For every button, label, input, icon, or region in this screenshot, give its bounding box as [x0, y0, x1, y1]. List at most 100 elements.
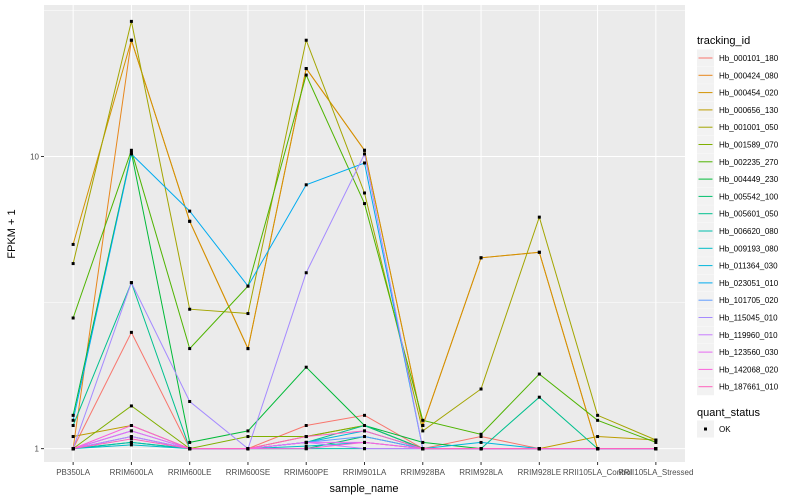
- data-point: [363, 202, 366, 206]
- legend-item: Hb_002235_270: [697, 153, 779, 171]
- data-point: [363, 161, 366, 165]
- data-point: [304, 73, 308, 77]
- data-point: [537, 447, 541, 451]
- data-point: [71, 242, 75, 246]
- legend-label: Hb_187661_010: [719, 383, 779, 392]
- legend-label: Hb_023051_010: [719, 279, 779, 288]
- data-point: [363, 413, 366, 417]
- series-points: [71, 19, 658, 451]
- x-tick-label: RRII105LA_Stressed: [618, 468, 693, 477]
- legend-label: Hb_001589_070: [719, 141, 779, 150]
- legend-item: Hb_101705_020: [697, 291, 779, 309]
- data-point: [304, 440, 308, 444]
- data-point: [363, 440, 366, 444]
- data-point: [537, 372, 541, 376]
- data-point: [421, 447, 425, 451]
- shape-legend-item: OK: [697, 420, 731, 438]
- data-point: [596, 413, 600, 417]
- data-point: [188, 209, 192, 213]
- legend-item: Hb_009193_080: [697, 239, 779, 257]
- legend-item: Hb_000656_130: [697, 101, 779, 119]
- data-point: [304, 447, 308, 451]
- legend-item: Hb_115045_010: [697, 309, 778, 326]
- y-tick-label: 1: [35, 445, 40, 454]
- x-tick-label: RRIM600LE: [168, 468, 212, 477]
- data-point: [363, 435, 366, 439]
- data-point: [421, 423, 425, 427]
- data-point: [421, 418, 425, 422]
- data-point: [304, 183, 308, 187]
- x-tick-label: RRIM600PE: [284, 468, 328, 477]
- x-tick-label: RRIM600LA: [110, 468, 154, 477]
- legend-label: Hb_005542_100: [719, 192, 779, 201]
- data-point: [129, 443, 133, 447]
- x-tick-label: RRIM928LE: [518, 468, 562, 477]
- x-axis-title: sample_name: [329, 483, 398, 495]
- data-point: [71, 316, 75, 320]
- legend-item: Hb_006620_080: [697, 222, 779, 240]
- data-point: [363, 429, 366, 433]
- data-point: [421, 440, 425, 444]
- legend-label: Hb_123560_030: [719, 348, 779, 357]
- color-legend-items: Hb_000101_180 Hb_000424_080 Hb_000454_020 H…: [697, 49, 779, 396]
- y-axis: 1 10: [30, 152, 44, 454]
- data-point: [304, 271, 308, 275]
- data-point: [188, 219, 192, 223]
- data-point: [537, 215, 541, 219]
- legend-item: Hb_001589_070: [697, 136, 779, 153]
- legend-item: Hb_005601_050: [697, 205, 779, 223]
- data-point: [246, 284, 250, 288]
- legend: tracking_id Hb_000101_180Hb_000424_080Hb…: [697, 35, 779, 438]
- data-point: [246, 447, 250, 451]
- data-point: [363, 148, 366, 152]
- x-axis: PB350LA RRIM600LA RRIM600LE RRIM600SE RRIM60…: [56, 462, 693, 477]
- legend-label: OK: [719, 425, 731, 434]
- data-point: [129, 404, 133, 408]
- data-point: [479, 447, 483, 451]
- data-point: [129, 152, 133, 156]
- legend-item: Hb_005542_100: [697, 187, 779, 205]
- data-point: [246, 312, 250, 316]
- legend-label: Hb_011364_030: [719, 262, 778, 271]
- data-point: [304, 423, 308, 427]
- data-point: [363, 152, 366, 156]
- data-point: [129, 330, 133, 334]
- legend-label: Hb_000656_130: [719, 106, 779, 115]
- y-tick-label: 10: [30, 152, 39, 161]
- legend-label: Hb_101705_020: [719, 296, 779, 305]
- data-point: [596, 418, 600, 422]
- data-point: [479, 256, 483, 260]
- data-point: [188, 307, 192, 311]
- data-point: [71, 413, 75, 417]
- legend-label: Hb_000101_180: [719, 54, 779, 63]
- data-point: [246, 429, 250, 433]
- x-tick-label: PB350LA: [56, 468, 90, 477]
- data-point: [129, 148, 133, 152]
- legend-label: Hb_002235_270: [719, 158, 779, 167]
- data-point: [188, 440, 192, 444]
- legend-label: Hb_119960_010: [719, 331, 778, 340]
- data-point: [71, 435, 75, 439]
- data-point: [304, 67, 308, 71]
- data-point: [188, 347, 192, 351]
- legend-label: Hb_009193_080: [719, 244, 779, 253]
- y-axis-title: FPKM + 1: [6, 209, 18, 258]
- legend-label: Hb_004449_230: [719, 175, 779, 184]
- data-point: [304, 38, 308, 42]
- x-tick-label: RRIM901LA: [343, 468, 387, 477]
- data-point: [304, 365, 308, 369]
- legend-item: Hb_023051_010: [697, 274, 779, 292]
- data-point: [129, 437, 133, 441]
- legend-item: Hb_000101_180: [697, 49, 779, 67]
- legend-item: Hb_123560_030: [697, 343, 779, 361]
- legend-label: Hb_006620_080: [719, 227, 779, 236]
- data-point: [71, 262, 75, 266]
- legend-item: Hb_000454_020: [697, 84, 779, 102]
- legend-item: Hb_000424_080: [697, 66, 779, 84]
- data-point: [188, 399, 192, 403]
- data-point: [363, 191, 366, 195]
- legend-item: Hb_004449_230: [697, 170, 779, 188]
- legend-label: Hb_000424_080: [719, 71, 779, 80]
- data-point: [654, 438, 658, 442]
- data-point: [129, 19, 133, 23]
